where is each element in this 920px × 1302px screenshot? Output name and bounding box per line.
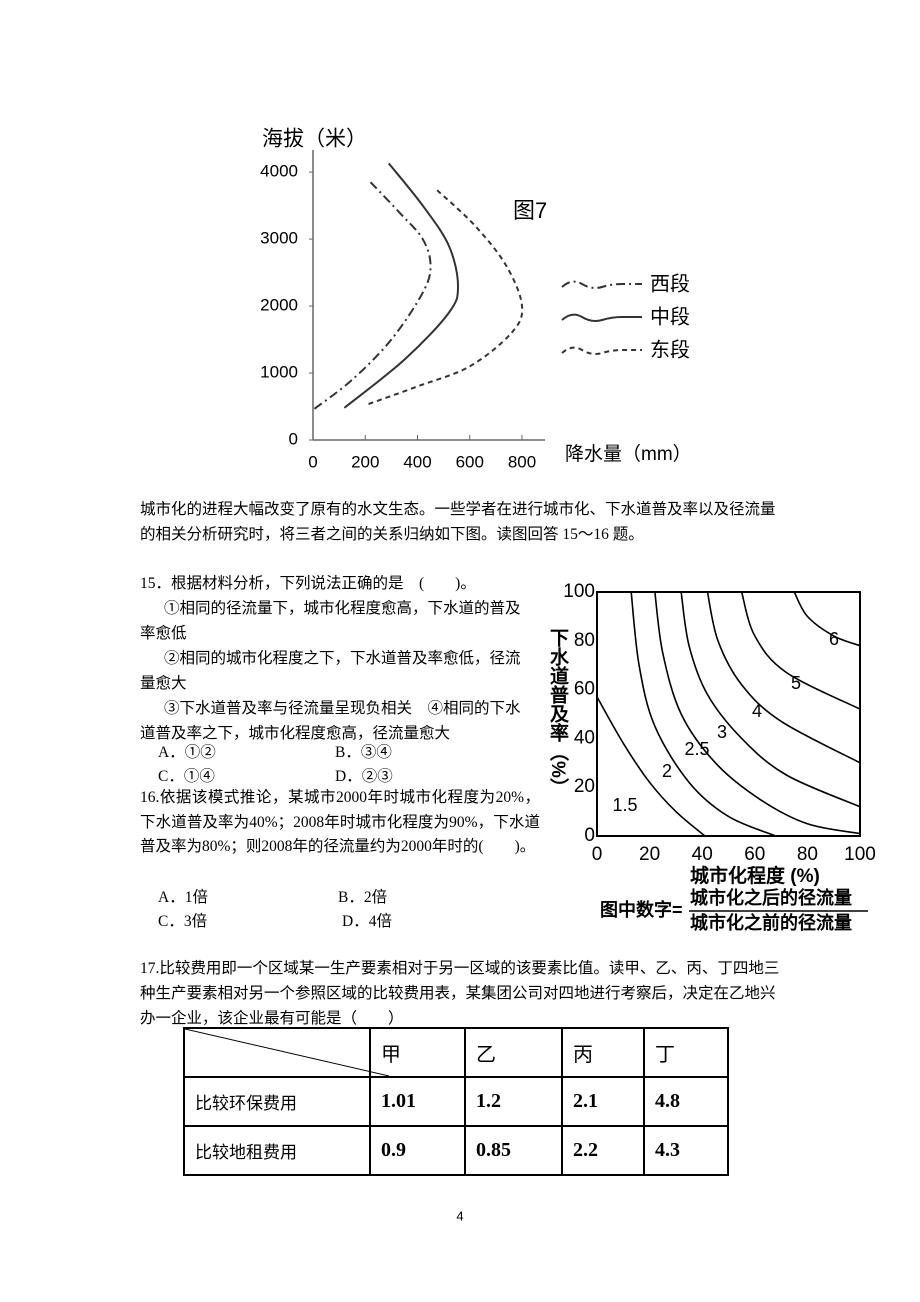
y-tick-label: 80	[574, 630, 595, 651]
legend-label: 中段	[650, 305, 690, 328]
contour-line	[630, 592, 777, 836]
option: B．2倍	[338, 889, 388, 906]
contour-label: 2.5	[684, 739, 709, 759]
question-stem: 16.依据该模式推论，某城市2000年时城市化程度为20%，下水道普及率为40%…	[140, 789, 540, 855]
contour-label: 4	[752, 701, 762, 721]
question-stem: 17.比较费用即一个区域某一生产要素相对于另一区域的该要素比值。读甲、乙、丙、丁…	[140, 960, 780, 1027]
option: D．4倍	[342, 913, 392, 930]
plot-frame	[596, 591, 861, 837]
y-tick-label: 20	[574, 776, 595, 797]
table-header-row: 甲 乙 丙 丁	[183, 1027, 729, 1078]
contour-line	[793, 592, 860, 647]
contour-line	[740, 592, 860, 710]
value-cell: 0.85	[464, 1125, 563, 1176]
y-tick-label: 40	[574, 727, 595, 748]
x-tick-label: 80	[797, 844, 818, 865]
formula-prefix: 图中数字=	[600, 899, 683, 920]
x-tick-label: 20	[639, 844, 660, 865]
x-tick-label: 800	[508, 452, 536, 471]
contour-label: 5	[791, 673, 801, 693]
value-cell: 0.9	[369, 1125, 466, 1176]
contour-line	[680, 592, 860, 808]
y-tick-label: 4000	[260, 162, 298, 181]
x-tick-label: 200	[351, 452, 379, 471]
row-label: 比较地租费用	[183, 1125, 371, 1176]
x-tick-label: 100	[844, 844, 876, 865]
x-tick-label: 400	[403, 452, 431, 471]
legend-swatch	[561, 280, 642, 289]
y-tick-label: 60	[574, 679, 595, 700]
x-tick-label: 0	[308, 452, 317, 471]
value-cell: 1.01	[369, 1076, 466, 1127]
x-tick-label: 60	[744, 844, 765, 865]
y-tick-label: 2000	[260, 296, 298, 315]
corner-cell	[183, 1027, 389, 1078]
y-axis-label: 下水道普及率（%）	[547, 628, 568, 797]
option: A．①②	[158, 744, 216, 761]
header-cell: 丙	[561, 1027, 645, 1078]
contour-label: 1.5	[612, 795, 637, 815]
contour-line	[597, 696, 706, 836]
header-cell: 乙	[464, 1027, 563, 1078]
y-tick-label: 0	[289, 429, 298, 448]
line	[364, 189, 524, 407]
formula-denominator: 城市化之前的径流量	[690, 912, 852, 933]
x-tick-label: 0	[592, 844, 603, 865]
option: C．3倍	[158, 913, 208, 930]
table-row: 比较地租费用 0.9 0.85 2.2 4.3	[183, 1125, 729, 1176]
option: B．③④	[335, 744, 392, 761]
contour-line	[706, 592, 860, 764]
contour-line	[654, 592, 860, 835]
row-label: 比较环保费用	[183, 1076, 371, 1127]
header-cell: 丁	[643, 1027, 729, 1078]
statement: ③下水道普及率与径流量呈现负相关	[164, 700, 413, 717]
statement-group: ③下水道普及率与径流量呈现负相关 ④相同的下水道普及率之下，城市化程度愈高，径流…	[140, 696, 532, 746]
x-tick-label: 600	[456, 452, 484, 471]
y-tick-label: 0	[584, 825, 595, 846]
value-cell: 4.3	[643, 1125, 729, 1176]
x-tick-label: 40	[692, 844, 713, 865]
question-stem: 15．根据材料分析，下列说法正确的是 ( )。	[140, 575, 476, 592]
contours	[597, 592, 860, 836]
formula-numerator: 城市化之后的径流量	[690, 887, 852, 908]
contour-label: 2	[662, 761, 672, 781]
option: C．①④	[158, 768, 215, 785]
option: D．②③	[335, 768, 393, 785]
y-tick-label: 3000	[260, 229, 298, 248]
legend-swatch	[561, 313, 642, 322]
page-number: 4	[456, 1208, 463, 1223]
statement: ②相同的城市化程度之下，下水道普及率愈低，径流量愈大	[140, 650, 521, 692]
legend-swatch	[561, 346, 642, 355]
x-axis-label: 城市化程度 (%)	[690, 864, 820, 887]
value-cell: 1.2	[464, 1076, 563, 1127]
cost-table: 甲 乙 丙 丁 比较环保费用 1.01 1.2 2.1 4.8 比较地租费用 0.9 0.85…	[183, 1027, 729, 1176]
y-tick-label: 100	[563, 581, 595, 602]
y-axis-label: 海拔（米）	[262, 128, 367, 151]
value-cell: 2.1	[561, 1076, 645, 1127]
diagonal	[185, 1029, 389, 1076]
contour-label: 3	[717, 722, 727, 742]
line	[312, 181, 432, 411]
value-cell: 2.2	[561, 1125, 645, 1176]
statement: ④相同的下水道普及率之下，城市化程度愈高，径流量愈大	[140, 700, 521, 742]
statement: ①相同的径流量下，城市化程度愈高，下水道的普及率愈低	[140, 600, 521, 642]
figure-title: 图7	[513, 198, 547, 223]
option: A．1倍	[158, 889, 208, 906]
legend-label: 东段	[650, 338, 690, 361]
value-cell: 4.8	[643, 1076, 729, 1127]
passage: 城市化的进程大幅改变了原有的水文生态。一些学者在进行城市化、下水道普及率以及径流…	[140, 501, 776, 543]
legend-label: 西段	[650, 272, 690, 295]
y-tick-label: 1000	[260, 363, 298, 382]
line	[343, 162, 460, 409]
contour-label: 6	[829, 629, 839, 649]
x-axis-label: 降水量（mm）	[565, 443, 692, 465]
header-cell: 甲	[369, 1027, 466, 1078]
table-row: 比较环保费用 1.01 1.2 2.1 4.8	[183, 1076, 729, 1127]
